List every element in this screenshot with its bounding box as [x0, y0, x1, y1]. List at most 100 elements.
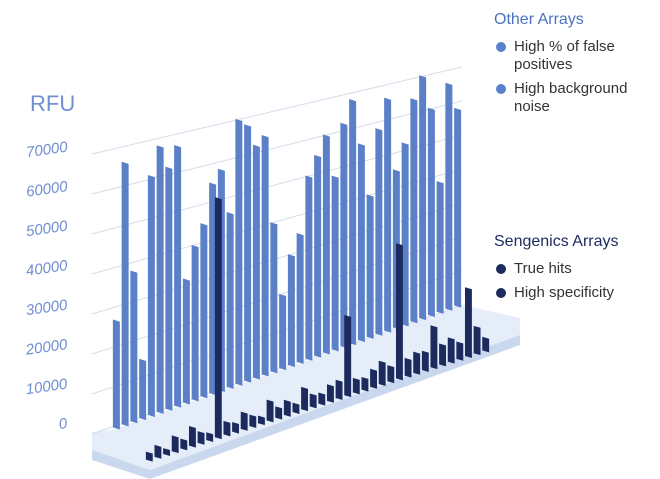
bar — [326, 384, 334, 403]
bar — [357, 143, 365, 343]
bar — [378, 360, 386, 386]
bar — [344, 314, 352, 398]
bar — [404, 357, 412, 378]
y-axis-label: RFU — [30, 91, 75, 116]
bar — [270, 222, 278, 374]
bar — [249, 414, 257, 428]
bar — [279, 293, 287, 371]
legend-item: High background noise — [514, 80, 627, 115]
bar — [139, 358, 147, 421]
bar — [182, 278, 190, 405]
legend-item: High % of false positives — [514, 38, 615, 73]
bar — [301, 386, 309, 412]
legend-item: True hits — [514, 260, 572, 277]
bar — [305, 175, 313, 361]
bar — [427, 107, 435, 318]
bar — [445, 82, 453, 311]
bar — [410, 98, 418, 324]
bar — [322, 134, 330, 355]
bar — [413, 351, 421, 375]
bar — [154, 444, 162, 459]
bar — [244, 124, 252, 383]
bar — [331, 175, 339, 352]
legend-bullet — [496, 288, 506, 298]
bar — [296, 233, 304, 364]
y-tick-label: 10000 — [25, 376, 69, 399]
bar — [200, 223, 208, 399]
bar — [240, 411, 248, 431]
bar — [180, 438, 188, 451]
legend-bullet — [496, 84, 506, 94]
legend-title: Sengenics Arrays — [494, 233, 619, 250]
bar — [439, 343, 447, 367]
y-tick-label: 40000 — [25, 257, 69, 280]
bar — [287, 254, 295, 368]
bar — [395, 243, 403, 381]
bar — [266, 399, 274, 423]
y-tick-label: 60000 — [25, 178, 69, 201]
y-tick-label: 30000 — [25, 297, 69, 320]
bar — [261, 135, 269, 377]
bar — [473, 325, 481, 356]
bar — [309, 393, 317, 409]
bar — [314, 154, 322, 358]
bar — [174, 145, 182, 408]
bar — [482, 336, 490, 353]
legend-item: High specificity — [514, 284, 615, 301]
bar — [447, 337, 455, 364]
bar — [163, 448, 171, 456]
bar — [235, 118, 243, 386]
bar — [401, 142, 409, 327]
bar — [352, 377, 360, 395]
bar — [275, 406, 283, 420]
bar — [387, 365, 395, 384]
y-tick-label: 50000 — [25, 218, 69, 241]
bar — [370, 368, 378, 389]
bar — [197, 431, 205, 445]
y-tick-label: 20000 — [24, 336, 69, 359]
bar — [223, 420, 231, 437]
bar — [421, 350, 429, 372]
bar — [232, 422, 240, 434]
bar — [340, 122, 348, 349]
y-tick-label: 70000 — [25, 138, 69, 161]
bar — [361, 376, 369, 392]
bar — [419, 75, 427, 321]
bar — [456, 341, 464, 361]
bar — [384, 97, 392, 333]
bar — [188, 426, 196, 448]
bar — [130, 270, 138, 424]
bar — [375, 128, 383, 336]
bar — [147, 174, 155, 418]
bar — [171, 435, 179, 454]
bar — [214, 197, 222, 440]
bar — [121, 161, 129, 427]
bar — [257, 415, 265, 426]
y-tick-label: 0 — [58, 415, 69, 433]
legend-bullet — [496, 42, 506, 52]
bar — [145, 451, 153, 462]
legend-bullet — [496, 264, 506, 274]
bar — [165, 166, 173, 411]
bar — [430, 325, 438, 370]
bar — [206, 432, 214, 442]
bar — [366, 194, 374, 339]
bar — [226, 212, 234, 389]
grid-line — [91, 66, 463, 155]
bar — [112, 319, 120, 430]
bar — [209, 182, 217, 396]
bar — [252, 144, 260, 380]
bar — [436, 181, 444, 314]
bar — [349, 99, 357, 346]
bar — [335, 379, 343, 400]
bar — [156, 145, 164, 414]
bar — [191, 244, 199, 402]
bar — [283, 399, 291, 417]
bar — [464, 287, 472, 358]
floor — [92, 305, 520, 470]
bar — [454, 107, 462, 308]
legend-title: Other Arrays — [494, 11, 584, 28]
bar — [292, 402, 300, 414]
bar — [318, 392, 326, 406]
